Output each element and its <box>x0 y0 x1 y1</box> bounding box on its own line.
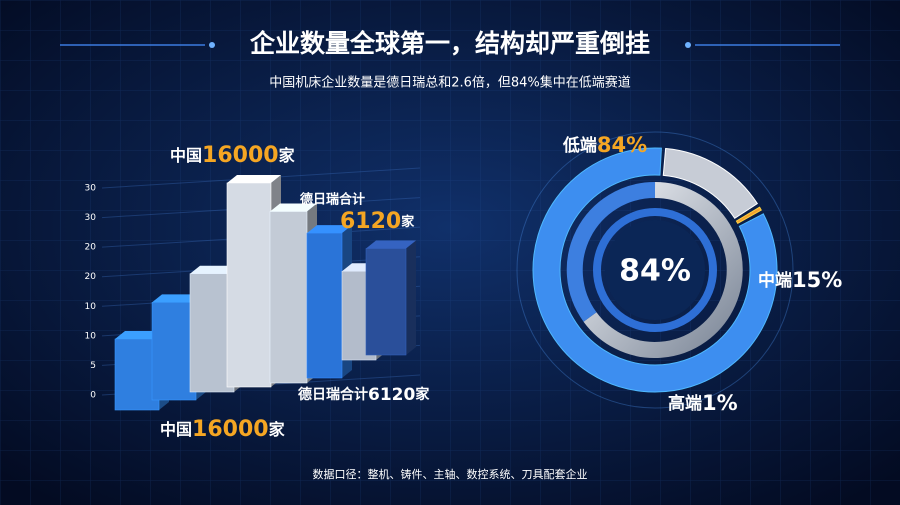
donut-halo <box>516 131 794 409</box>
inner-ring <box>583 182 743 358</box>
annotation-value: 6120 <box>368 385 415 405</box>
bar-top <box>307 225 352 234</box>
annotation-value: 6120 <box>340 209 401 234</box>
annotation-unit: 家 <box>415 386 430 403</box>
annotation: 中国16000家 <box>160 417 286 442</box>
donut-label: 高端1% <box>668 391 738 415</box>
donut-segment <box>532 147 778 393</box>
annotation-label: 中国 <box>160 420 192 439</box>
title: 企业数量全球第一，结构却严重倒挂 <box>250 29 650 58</box>
annotation-label: 中国 <box>170 146 202 165</box>
annotation-unit: 家 <box>279 146 296 165</box>
y-tick-label: 5 <box>90 361 96 371</box>
y-tick-label: 10 <box>85 302 97 312</box>
y-tick-label: 20 <box>85 272 97 282</box>
footnote: 数据口径：整机、铸件、主轴、数控系统、刀具配套企业 <box>313 467 588 481</box>
donut-value: 84% <box>597 133 647 157</box>
annotation: 中国16000家 <box>170 143 296 168</box>
annotation-unit: 家 <box>401 214 415 230</box>
bar <box>306 232 343 379</box>
title-dot <box>685 42 691 48</box>
bar <box>365 248 407 356</box>
core-ring <box>593 208 717 332</box>
donut-value: 1% <box>702 391 738 415</box>
annotation-label: 德日瑞合计 <box>300 192 365 208</box>
bar <box>151 302 197 401</box>
annotation-value: 16000 <box>202 143 279 168</box>
donut-segment <box>735 206 762 225</box>
annotation-value: 16000 <box>192 417 269 442</box>
y-tick-label: 10 <box>85 331 97 341</box>
y-tick-label: 30 <box>85 184 97 194</box>
bar <box>114 338 160 411</box>
title-dot <box>209 42 215 48</box>
donut-label: 中端15% <box>758 268 842 292</box>
donut-category: 低端 <box>562 135 597 156</box>
annotation-label: 德日瑞合计 <box>298 386 368 403</box>
bar-top <box>366 240 416 249</box>
bar <box>269 211 308 384</box>
inner-ring <box>566 181 656 322</box>
annotation: 6120家 <box>340 209 415 234</box>
bar <box>226 182 272 388</box>
donut-value: 15% <box>792 268 842 292</box>
y-tick-label: 0 <box>90 391 96 401</box>
subtitle: 中国机床企业数量是德日瑞总和2.6倍，但84%集中在低端赛道 <box>269 75 631 91</box>
core <box>605 220 705 320</box>
y-tick-label: 20 <box>85 243 97 253</box>
bar-side <box>406 240 416 355</box>
donut-center: 84% <box>619 254 691 289</box>
donut-segment <box>662 147 759 219</box>
bar-top <box>270 203 317 212</box>
donut-label: 低端84% <box>562 133 647 157</box>
annotation: 德日瑞合计6120家 <box>298 385 430 405</box>
annotation-unit: 家 <box>269 420 286 439</box>
donut-category: 高端 <box>668 393 702 414</box>
bar-top <box>227 174 281 183</box>
donut-category: 中端 <box>758 270 792 291</box>
y-tick-label: 30 <box>85 213 97 223</box>
